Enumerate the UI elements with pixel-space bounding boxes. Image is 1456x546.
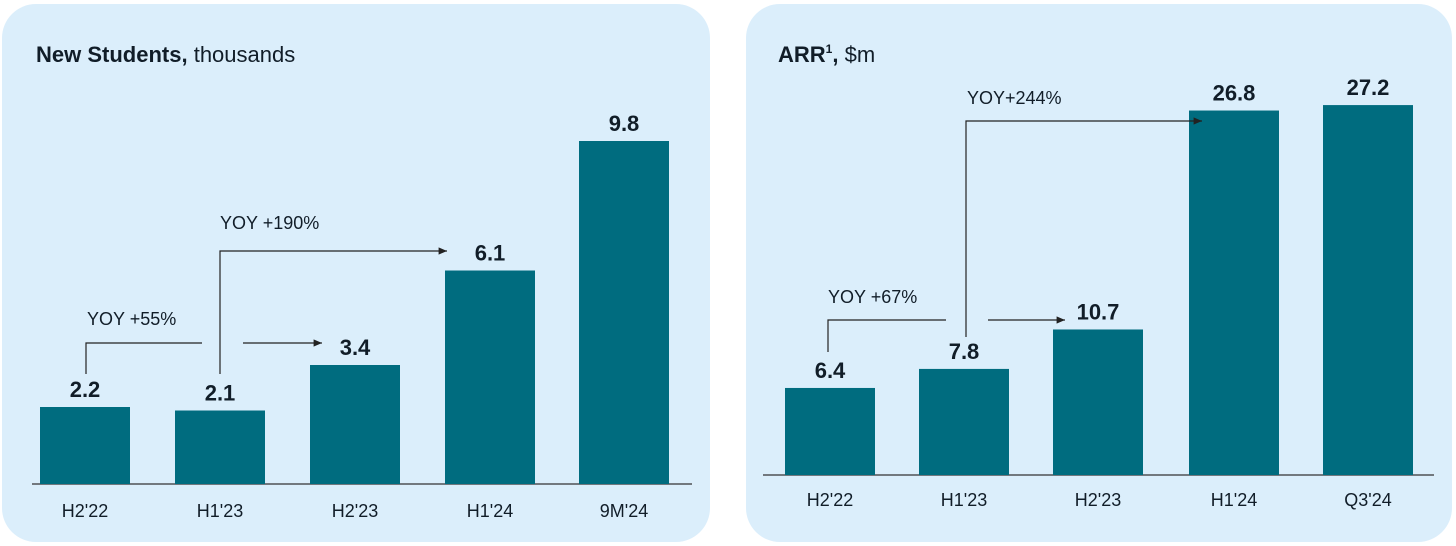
x-tick-label: H2'22: [807, 490, 853, 510]
x-tick-label: H1'23: [197, 501, 243, 521]
yoy-arrow: [219, 247, 447, 374]
bar: [40, 407, 130, 484]
bar: [175, 410, 265, 484]
bar: [1323, 105, 1413, 475]
yoy-bracket-line: [827, 319, 946, 352]
bar: [1053, 329, 1143, 475]
x-tick-label: H1'23: [941, 490, 987, 510]
bar: [919, 368, 1009, 475]
chart-title: New Students, thousands: [36, 42, 296, 67]
bar: [785, 387, 875, 475]
arr-chart: 6.4 H2'22 7.8 H1'23 10.7 H2'23 26.8 H1'24 27.2 Q3…: [763, 75, 1434, 510]
new-students-chart: 2.2 H2'22 2.1 H1'23 3.4 H2'23 6.1 H1'24 9.8 9M'24…: [32, 111, 692, 521]
data-label: 2.1: [205, 381, 236, 406]
x-tick-label: H2'22: [62, 501, 108, 521]
bar: [1189, 110, 1279, 476]
x-tick-label: H2'23: [332, 501, 378, 521]
data-label: 3.4: [340, 335, 371, 360]
data-label: 10.7: [1077, 299, 1120, 324]
data-label: 6.4: [815, 358, 846, 383]
yoy-annotation: YOY +190%: [220, 213, 319, 233]
yoy-bracket-line: [85, 342, 202, 374]
yoy-annotation: YOY +55%: [87, 309, 176, 329]
data-label: 2.2: [70, 377, 101, 402]
bar: [310, 365, 400, 484]
arr-panel: ARR1, $m 6.4 H2'22 7.8 H1'23 10.7 H2'23 26.8 H1…: [746, 4, 1452, 542]
yoy-annotation: YOY +67%: [828, 287, 917, 307]
chart-title: ARR1, $m: [778, 42, 876, 67]
data-label: 7.8: [949, 339, 980, 364]
x-tick-label: 9M'24: [600, 501, 648, 521]
x-tick-label: H2'23: [1075, 490, 1121, 510]
data-label: 26.8: [1213, 81, 1256, 106]
data-label: 6.1: [475, 241, 506, 266]
data-label: 27.2: [1347, 75, 1390, 100]
yoy-annotation: YOY+244%: [967, 88, 1062, 108]
x-tick-label: H1'24: [467, 501, 513, 521]
yoy-arrow: [965, 117, 1202, 337]
bar: [579, 141, 669, 484]
x-tick-label: Q3'24: [1344, 490, 1391, 510]
bar: [445, 270, 535, 484]
new-students-panel: New Students, thousands 2.2 H2'22 2.1 H1'23…: [2, 4, 710, 542]
data-label: 9.8: [609, 111, 640, 136]
x-tick-label: H1'24: [1211, 490, 1257, 510]
